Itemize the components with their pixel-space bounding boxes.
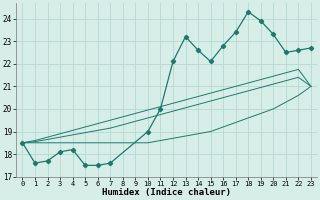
X-axis label: Humidex (Indice chaleur): Humidex (Indice chaleur) <box>102 188 231 197</box>
